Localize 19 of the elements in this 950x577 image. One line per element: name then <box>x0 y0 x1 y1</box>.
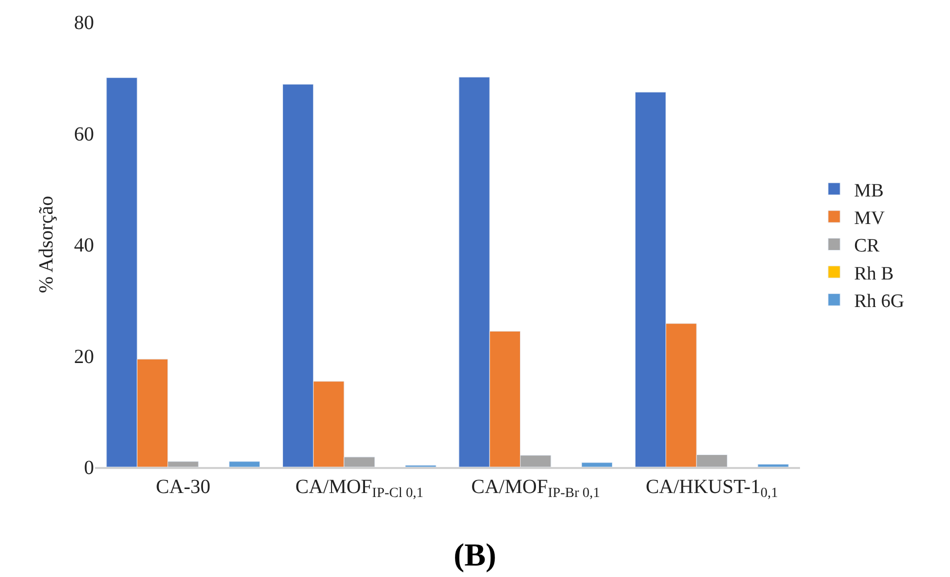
bar <box>228 461 260 467</box>
legend-label: Rh B <box>854 263 894 284</box>
y-tick-label: 20 <box>74 346 94 368</box>
y-tick-label: 80 <box>74 12 94 34</box>
bar <box>758 464 789 467</box>
x-tick-label: CA/HKUST-1$_{0,1}$ <box>646 476 778 502</box>
x-tick-label: CA/MOF$_{IP-Br 0,1}$ <box>471 476 600 502</box>
text: (B) <box>454 536 496 572</box>
x-tick-label: CA-30 <box>156 476 210 498</box>
legend-label: CR <box>854 236 880 257</box>
bar <box>581 462 613 467</box>
y-tick-label: 40 <box>74 234 94 256</box>
y-axis-title: % Adsorção <box>36 196 58 294</box>
y-tick-label: 60 <box>74 123 94 146</box>
legend-label: MV <box>854 208 885 229</box>
legend-label: MB <box>854 180 884 202</box>
y-tick-label: 0 <box>84 457 94 479</box>
x-tick-label: CA/MOF$_{IP-Cl 0,1}$ <box>295 476 424 502</box>
legend-label: Rh 6G <box>854 291 905 312</box>
